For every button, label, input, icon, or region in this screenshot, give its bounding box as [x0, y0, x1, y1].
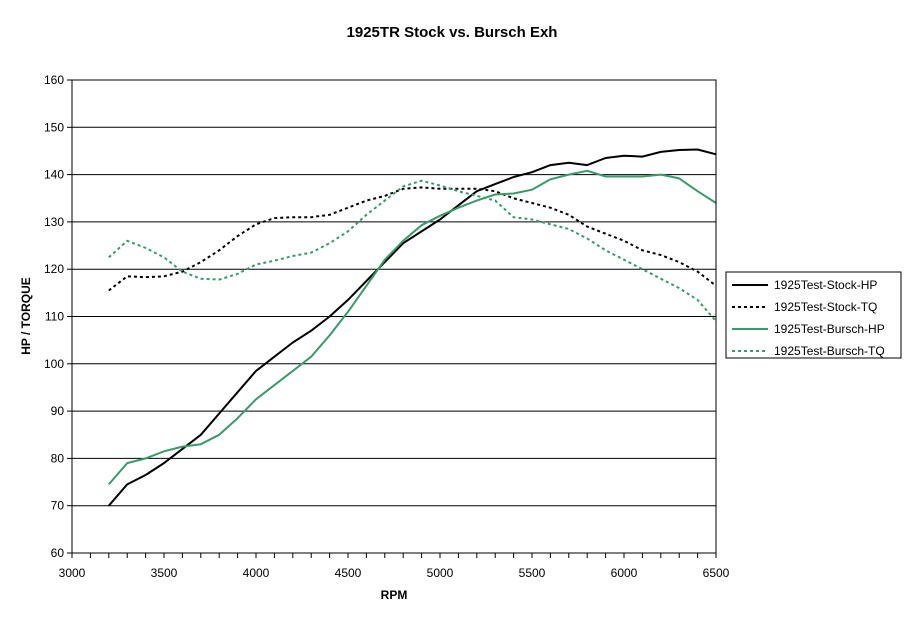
- legend-label: 1925Test-Bursch-TQ: [774, 344, 885, 358]
- y-tick-label: 70: [51, 499, 65, 513]
- series-line-1925test-bursch-tq: [108, 179, 717, 322]
- x-tick-label: 4500: [335, 566, 362, 580]
- y-tick-label: 80: [51, 451, 65, 465]
- y-tick-label: 150: [44, 120, 64, 134]
- gridlines: [72, 126, 716, 507]
- y-tick-label: 160: [44, 73, 64, 87]
- x-tick-label: 6000: [611, 566, 638, 580]
- legend-box: [725, 271, 902, 359]
- y-tick-label: 130: [44, 215, 64, 229]
- legend: 1925Test-Stock-HP 1925Test-Stock-TQ 1925Te…: [725, 271, 902, 359]
- x-tick-label: 3500: [151, 566, 178, 580]
- chart-title: 1925TR Stock vs. Bursch Exh: [347, 24, 558, 41]
- x-tick-label: 5500: [519, 566, 546, 580]
- legend-label: 1925Test-Bursch-HP: [774, 322, 885, 336]
- x-axis: 3000 3500 4000 4500 5000 5500 6000 6500: [59, 553, 730, 580]
- series-layer: [108, 148, 717, 507]
- y-tick-label: 90: [51, 404, 65, 418]
- series-line-1925test-stock-tq: [108, 186, 717, 292]
- y-axis: 60 70 80 90 100 110 120 130 140 150 160: [44, 73, 72, 560]
- series-line-1925test-bursch-hp: [108, 169, 717, 486]
- legend-label: 1925Test-Stock-TQ: [774, 300, 877, 314]
- y-tick-label: 60: [51, 546, 65, 560]
- y-tick-label: 120: [44, 262, 64, 276]
- x-tick-label: 3000: [59, 566, 86, 580]
- y-tick-label: 110: [45, 310, 64, 324]
- legend-label: 1925Test-Stock-HP: [774, 278, 877, 292]
- x-tick-label: 5000: [427, 566, 454, 580]
- x-axis-title: RPM: [381, 588, 408, 602]
- series-line-1925test-stock-hp: [108, 148, 717, 507]
- x-tick-label: 4000: [243, 566, 270, 580]
- y-axis-title: HP / TORQUE: [19, 277, 33, 355]
- y-tick-label: 100: [44, 357, 64, 371]
- x-tick-label: 6500: [703, 566, 730, 580]
- y-tick-label: 140: [44, 168, 64, 182]
